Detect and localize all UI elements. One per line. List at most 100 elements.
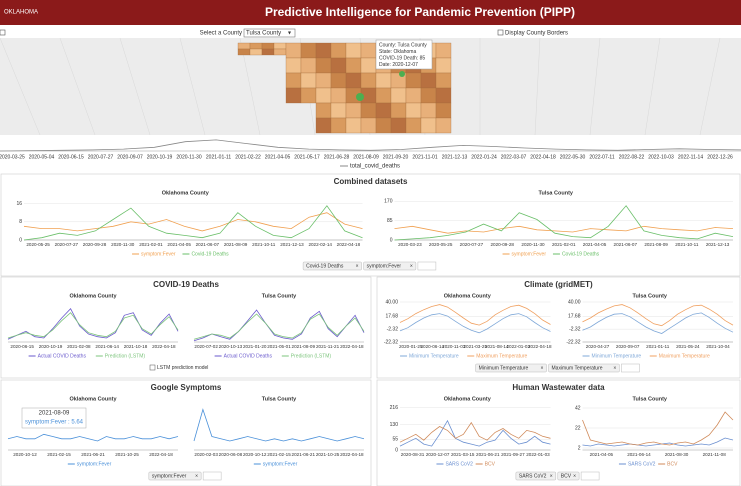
series-line xyxy=(394,225,734,234)
county xyxy=(420,87,437,104)
series-line xyxy=(399,419,551,447)
filter-tag-remove[interactable]: × xyxy=(613,365,616,371)
filter-tag-remove[interactable]: × xyxy=(410,263,413,269)
x-tick-label: 2021-06-21 xyxy=(81,452,105,457)
timeline-tick: 2022-01-24 xyxy=(471,154,497,160)
county xyxy=(345,117,362,134)
county xyxy=(300,72,317,89)
county xyxy=(420,72,437,89)
x-tick-label: 2021-08-09 xyxy=(644,242,668,247)
series-line xyxy=(582,312,734,334)
x-tick-label: 2020-11-30 xyxy=(111,242,135,247)
timeline-tick: 2020-06-15 xyxy=(58,154,84,160)
filter-tag-remove[interactable]: × xyxy=(195,473,198,479)
filter-tag-remove[interactable]: × xyxy=(356,263,359,269)
x-tick-label: 2021-10-04 xyxy=(706,344,730,349)
x-tick-label: 2020-02-03 xyxy=(194,452,218,457)
county xyxy=(345,102,362,119)
x-tick-label: 2021-06-07 xyxy=(614,242,638,247)
filter-tag-remove[interactable]: × xyxy=(573,473,576,479)
x-tick-label: 2020-09-28 xyxy=(83,242,107,247)
y-tick-label: 16 xyxy=(16,201,22,207)
chart-title: Oklahoma County xyxy=(69,293,117,299)
series-line xyxy=(399,313,551,334)
county xyxy=(330,87,347,104)
filter-tag-remove[interactable]: × xyxy=(541,365,544,371)
x-tick-label: 2020-10-12 xyxy=(243,452,267,457)
x-tick-label: 2020-05-25 xyxy=(429,242,453,247)
x-tick-label: 2020-10-19 xyxy=(39,344,63,349)
county xyxy=(237,42,251,50)
x-tick-label: 2021-02-01 xyxy=(139,242,163,247)
logo: OKLAHOMA xyxy=(4,10,38,16)
road xyxy=(59,37,96,136)
series-line xyxy=(7,308,179,340)
x-tick-label: 2020-04-27 xyxy=(586,344,610,349)
borders-label: Display County Borders xyxy=(505,31,568,37)
y-tick-label: 170 xyxy=(384,199,393,205)
checkbox[interactable] xyxy=(149,364,156,371)
filter-tag xyxy=(548,363,620,373)
series-line xyxy=(399,304,551,326)
series-line xyxy=(399,421,551,443)
x-tick-label: 2020-06-15 xyxy=(10,344,34,349)
county xyxy=(360,117,377,134)
checkbox-label: LSTM prediction model xyxy=(157,365,208,371)
county xyxy=(249,48,263,56)
road xyxy=(589,37,601,136)
series-line xyxy=(7,433,179,442)
legend-label: total_covid_deaths xyxy=(350,164,400,170)
filter-tag-remove[interactable]: × xyxy=(550,473,553,479)
left-toggle[interactable] xyxy=(0,29,6,36)
county-value: Tulsa County xyxy=(246,31,281,37)
timeline-tick: 2020-07-27 xyxy=(88,154,114,160)
x-tick-label: 2021-05-01 xyxy=(267,344,291,349)
x-tick-label: 2021-05-24 xyxy=(676,344,700,349)
x-tick-label: 2021-01-20 xyxy=(243,344,267,349)
borders-checkbox[interactable] xyxy=(497,29,504,36)
timeline-tick: 2021-05-17 xyxy=(294,154,320,160)
x-tick-label: 2021-02-08 xyxy=(67,344,91,349)
timeline-tick: 2020-05-04 xyxy=(29,154,55,160)
x-tick-label: 2021-08-14 xyxy=(485,344,509,349)
road xyxy=(699,37,721,136)
timeline-tick: 2021-01-11 xyxy=(206,154,231,160)
county-highlight xyxy=(399,71,405,77)
timeline-tick: 2022-04-18 xyxy=(530,154,556,160)
y-tick-label: -22.32 xyxy=(566,339,580,345)
x-tick-label: 2021-06-14 xyxy=(627,452,651,457)
timeline-tick: 2022-03-07 xyxy=(501,154,527,160)
filter-input xyxy=(580,471,600,481)
legend-label: Maximum Temperature xyxy=(659,353,710,359)
chart-title: Oklahoma County xyxy=(444,293,492,299)
x-tick-label: 2021-04-05 xyxy=(583,242,607,247)
chart-title: Tulsa County xyxy=(262,293,297,299)
county-select[interactable] xyxy=(243,28,296,38)
county-label: Select a County xyxy=(200,31,242,37)
county xyxy=(390,102,407,119)
x-tick-label: 2021-02-15 xyxy=(267,452,291,457)
x-tick-label: 2021-06-14 xyxy=(95,344,119,349)
county xyxy=(330,72,347,89)
x-tick-label: 2021-10-11 xyxy=(675,242,699,247)
panel xyxy=(0,379,372,486)
x-tick-label: 2021-12-13 xyxy=(280,242,304,247)
chart-title: Oklahoma County xyxy=(162,190,210,196)
x-tick-label: 2022-01-03 xyxy=(507,344,531,349)
series-line xyxy=(582,437,734,447)
filter-tag xyxy=(148,471,202,481)
timeline-tick: 2021-04-05 xyxy=(265,154,291,160)
county xyxy=(300,57,317,74)
x-tick-label: 2021-03-15 xyxy=(451,452,475,457)
x-tick-label: 2021-04-05 xyxy=(167,242,191,247)
road xyxy=(119,37,151,136)
legend-label: SARS CoV2 xyxy=(445,461,473,467)
tooltip-line: Date: 2020-12-07 xyxy=(379,62,418,68)
x-tick-label: 2020-03-23 xyxy=(398,242,422,247)
county xyxy=(237,48,251,56)
county xyxy=(273,48,287,56)
y-tick-label: 22 xyxy=(575,425,581,431)
county xyxy=(315,72,332,89)
county xyxy=(360,102,377,119)
county xyxy=(435,87,452,104)
